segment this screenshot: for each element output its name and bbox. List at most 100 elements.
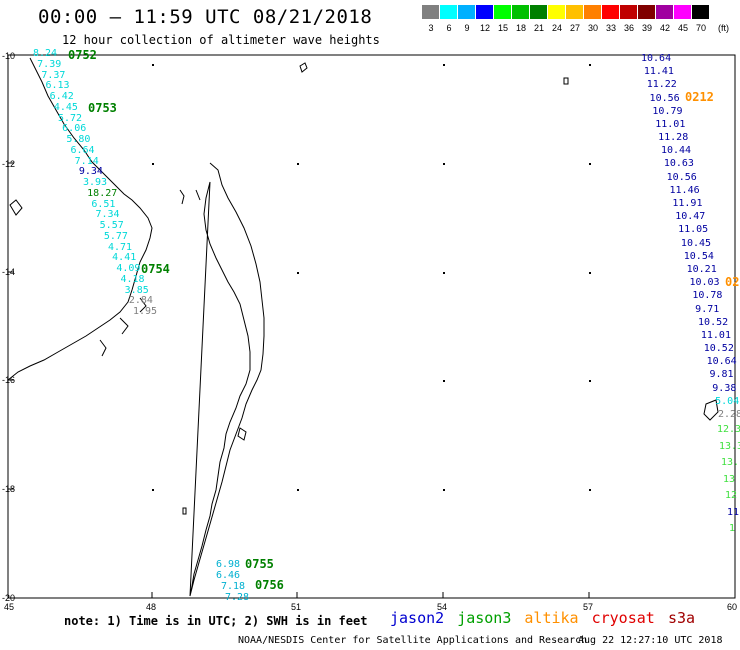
swh-value: 10.52: [703, 343, 734, 355]
swh-value: 5.80: [66, 134, 91, 145]
legend-swatch: [692, 5, 709, 19]
swh-value: 10.78: [692, 290, 723, 302]
madagascar-coastline: [189, 162, 265, 597]
graticule-dots: [152, 64, 591, 491]
swh-value: 6.46: [216, 570, 241, 581]
legend-swatch: [656, 5, 673, 19]
swh-value: 7.37: [41, 69, 66, 81]
lon-label-51: 51: [291, 602, 302, 612]
swh-value: 10.45: [680, 237, 712, 249]
swh-value: 11.22: [646, 79, 677, 91]
swh-value: 10.56: [649, 92, 680, 104]
swh-value: 7.14: [74, 155, 99, 167]
legend-swatch: [512, 5, 529, 19]
swh-value: 11.91: [672, 198, 703, 210]
swh-value: 18.27: [87, 187, 118, 199]
legend-swatch: [548, 5, 565, 19]
map-frame: [7, 54, 736, 599]
legend-swatch: [566, 5, 583, 19]
swh-value: 11.01: [700, 329, 731, 341]
africa-coastline: [7, 57, 153, 381]
swh-value: 13.3: [719, 440, 740, 452]
pass-time-label: 0756: [255, 578, 284, 592]
pass-time-label: 0754: [141, 262, 170, 276]
map-subtitle: 12 hour collection of altimeter wave hei…: [62, 33, 380, 47]
swh-value: 6.64: [70, 144, 95, 156]
legend-swatch: [638, 5, 655, 19]
lat-label-18: -18: [2, 484, 16, 494]
swh-value: 4.09: [116, 263, 141, 274]
swh-value: 4.18: [120, 273, 145, 285]
legend-swatch: [620, 5, 637, 19]
swh-value: 10.56: [666, 171, 697, 183]
pass-time-label: 0752: [68, 48, 97, 62]
footer-note: note: 1) Time is in UTC; 2) SWH is in fe…: [64, 614, 368, 628]
generated-timestamp: Aug 22 12:27:10 UTC 2018: [578, 635, 723, 646]
swh-value: 10.64: [641, 53, 672, 64]
swh-value: 7.39: [37, 58, 62, 70]
swh-value: 4.45: [53, 101, 78, 113]
swh-value: 11: [727, 506, 740, 518]
satellite-label: jason3: [457, 609, 512, 627]
legend-swatch-label: 18: [516, 23, 527, 33]
pass-time-label: 0753: [88, 101, 117, 115]
swh-value: 5.72: [58, 112, 83, 124]
swh-value: 6.51: [91, 198, 116, 210]
legend-swatch: [674, 5, 691, 19]
small-islands: [9, 62, 719, 515]
pass-time-label: 0212: [685, 90, 714, 104]
swh-value: 1: [729, 523, 736, 534]
swh-value: 10.79: [652, 105, 683, 117]
legend-swatch-label: 30: [588, 23, 599, 33]
swh-value: 6.98: [216, 559, 241, 570]
credit-line: NOAA/NESDIS Center for Satellite Applica…: [238, 635, 588, 646]
swh-value: 9.34: [78, 166, 103, 178]
swh-value: 11.28: [658, 132, 689, 144]
legend-swatch-label: 6: [446, 23, 452, 33]
swh-value: 11.01: [655, 118, 686, 130]
satellite-label: jason2: [390, 609, 445, 627]
swh-value: 13.: [721, 457, 740, 468]
legend-swatch: [602, 5, 619, 19]
satellite-label: altika: [524, 609, 579, 627]
map-title: 00:00 – 11:59 UTC 08/21/2018: [38, 6, 373, 28]
legend-swatch-label: 3: [428, 23, 434, 33]
swh-value: 11.05: [678, 224, 709, 236]
swh-value: 4.71: [108, 241, 133, 253]
lat-label-16: -16: [2, 375, 16, 385]
satellite-label: s3a: [668, 609, 696, 627]
satellite-label: cryosat: [591, 609, 655, 627]
swh-value: 4.41: [112, 252, 137, 264]
legend-swatch-label: 21: [534, 23, 545, 33]
swh-value: 10.44: [660, 145, 692, 157]
swh-value: 13: [723, 473, 736, 485]
legend-swatch: [458, 5, 475, 19]
swh-value: 6.06: [62, 123, 87, 135]
swh-value: 7.34: [95, 209, 120, 221]
legend-swatch-label: 9: [464, 23, 470, 33]
legend-swatch-label: 27: [570, 23, 581, 33]
lat-label-10: -10: [2, 51, 16, 61]
swh-value: 10.63: [663, 158, 694, 170]
swh-value: 5.57: [99, 220, 124, 231]
legend-swatch: [476, 5, 493, 19]
legend-swatch-label: 33: [606, 23, 617, 33]
legend-swatch: [494, 5, 511, 19]
swh-value: 2.28: [718, 409, 740, 420]
swh-value: 10.21: [686, 263, 717, 275]
lat-label-20: -20: [2, 593, 16, 603]
lat-label-14: -14: [2, 267, 16, 277]
swh-value: 3.85: [124, 284, 149, 296]
swh-value: 6.42: [49, 91, 74, 102]
swh-value: 9.81: [709, 369, 734, 381]
legend-swatch: [422, 5, 439, 19]
legend-swatch-label: 36: [624, 23, 635, 33]
pass-time-label: 0755: [245, 557, 274, 571]
lon-label-54: 54: [437, 602, 448, 612]
swh-value: 11.46: [669, 184, 700, 196]
swh-value: 9.38: [712, 382, 737, 394]
swh-value: 7.18: [221, 581, 246, 592]
legend-swatch-label: 24: [552, 23, 563, 33]
lon-label-45: 45: [4, 602, 15, 612]
